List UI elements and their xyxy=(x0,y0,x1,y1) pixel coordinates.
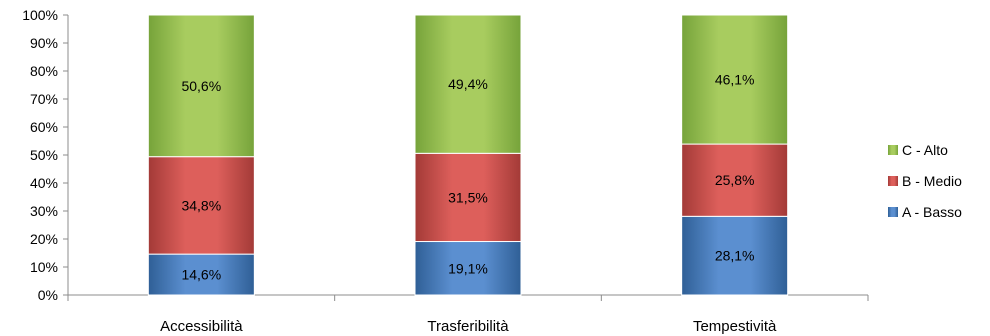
data-label-trasferibilita-a-basso: 19,1% xyxy=(448,260,488,276)
legend-swatch-a-basso xyxy=(888,207,898,217)
legend: C - Alto B - Medio A - Basso xyxy=(888,142,962,220)
legend-label-b-medio: B - Medio xyxy=(902,173,962,189)
data-label-trasferibilita-c-alto: 49,4% xyxy=(448,76,488,92)
bar-trasferibilita-c-alto xyxy=(414,14,522,154)
y-tick-label: 0% xyxy=(38,287,58,303)
y-tick-label: 10% xyxy=(30,259,58,275)
y-tick-label: 90% xyxy=(30,35,58,51)
data-label-accessibilita-c-alto: 50,6% xyxy=(181,78,221,94)
data-label-tempestivita-c-alto: 46,1% xyxy=(715,72,755,88)
legend-swatch-b-medio xyxy=(888,176,898,186)
legend-label-a-basso: A - Basso xyxy=(902,204,962,220)
y-tick-label: 80% xyxy=(30,63,58,79)
x-tick-label-trasferibilita: Trasferibilità xyxy=(427,318,509,335)
data-label-accessibilita-a-basso: 14,6% xyxy=(181,267,221,283)
legend-label-c-alto: C - Alto xyxy=(902,142,948,158)
bar-trasferibilita-a-basso xyxy=(414,241,522,296)
bar-accessibilita-c-alto xyxy=(147,14,255,158)
data-label-trasferibilita-b-medio: 31,5% xyxy=(448,189,488,205)
y-tick-label: 30% xyxy=(30,203,58,219)
axes: 0% 10% 20% 30% 40% 50% 60% 70% 80% 90% 100% Accessi… xyxy=(22,7,869,335)
bars xyxy=(147,14,789,296)
y-tick-label: 60% xyxy=(30,119,58,135)
data-label-tempestivita-a-basso: 28,1% xyxy=(715,248,755,264)
bar-accessibilita-b-medio xyxy=(147,156,255,255)
y-tick-label: 20% xyxy=(30,231,58,247)
x-tick-label-accessibilita: Accessibilità xyxy=(160,318,243,335)
data-label-accessibilita-b-medio: 34,8% xyxy=(181,197,221,213)
y-tick-label: 40% xyxy=(30,175,58,191)
x-tick-label-tempestivita: Tempestività xyxy=(693,318,777,335)
bar-tempestivita-c-alto xyxy=(681,14,789,145)
bar-accessibilita-a-basso xyxy=(147,253,255,296)
data-label-tempestivita-b-medio: 25,8% xyxy=(715,172,755,188)
legend-swatch-c-alto xyxy=(888,145,898,155)
y-tick-label: 100% xyxy=(22,7,58,23)
y-tick-label: 50% xyxy=(30,147,58,163)
data-labels: 14,6% 34,8% 50,6% 19,1% 31,5% 49,4% 28,1% 25,8%… xyxy=(181,72,754,283)
bar-trasferibilita-b-medio xyxy=(414,152,522,243)
y-tick-label: 70% xyxy=(30,91,58,107)
